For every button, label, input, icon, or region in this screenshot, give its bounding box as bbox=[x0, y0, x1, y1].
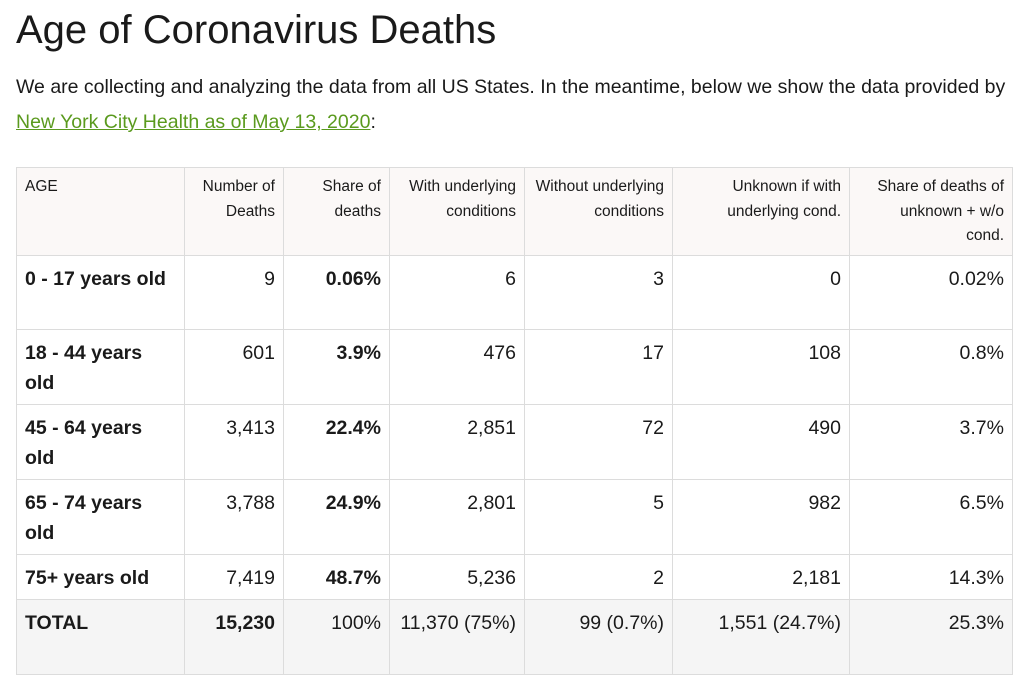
intro-colon: : bbox=[370, 111, 376, 133]
total-deaths-cell: 15,230 bbox=[184, 598, 284, 675]
total-label: TOTAL bbox=[16, 598, 185, 675]
total-with-conditions-cell: 11,370 (75%) bbox=[389, 598, 525, 675]
unknown-conditions-cell: 0 bbox=[672, 254, 850, 330]
with-conditions-cell: 5,236 bbox=[389, 553, 525, 600]
header-number-of-deaths: Number of Deaths bbox=[184, 167, 284, 256]
deaths-cell: 601 bbox=[184, 328, 284, 405]
share-cell: 3.9% bbox=[283, 328, 390, 405]
table-row: 45 - 64 years old 3,413 22.4% 2,851 72 4… bbox=[16, 403, 1013, 480]
table-row: 0 - 17 years old 9 0.06% 6 3 0 0.02% bbox=[16, 254, 1013, 330]
unknown-conditions-cell: 490 bbox=[672, 403, 850, 480]
total-unknown-conditions-cell: 1,551 (24.7%) bbox=[672, 598, 850, 675]
unknown-conditions-cell: 108 bbox=[672, 328, 850, 405]
without-conditions-cell: 5 bbox=[524, 478, 673, 555]
without-conditions-cell: 72 bbox=[524, 403, 673, 480]
share-cell: 0.06% bbox=[283, 254, 390, 330]
header-age: AGE bbox=[16, 167, 185, 256]
page-title: Age of Coronavirus Deaths bbox=[16, 8, 497, 52]
share-unknown-cell: 0.02% bbox=[849, 254, 1013, 330]
deaths-cell: 9 bbox=[184, 254, 284, 330]
share-unknown-cell: 14.3% bbox=[849, 553, 1013, 600]
header-with-conditions: With underlying conditions bbox=[389, 167, 525, 256]
total-row: TOTAL 15,230 100% 11,370 (75%) 99 (0.7%)… bbox=[16, 598, 1013, 675]
deaths-cell: 7,419 bbox=[184, 553, 284, 600]
header-unknown-conditions: Unknown if with underlying cond. bbox=[672, 167, 850, 256]
share-unknown-cell: 3.7% bbox=[849, 403, 1013, 480]
total-without-conditions-cell: 99 (0.7%) bbox=[524, 598, 673, 675]
share-cell: 24.9% bbox=[283, 478, 390, 555]
deaths-by-age-table: AGE Number of Deaths Share of deaths Wit… bbox=[16, 167, 1013, 675]
deaths-cell: 3,788 bbox=[184, 478, 284, 555]
age-cell: 65 - 74 years old bbox=[16, 478, 185, 555]
header-share-of-deaths: Share of deaths bbox=[283, 167, 390, 256]
table-row: 65 - 74 years old 3,788 24.9% 2,801 5 98… bbox=[16, 478, 1013, 555]
with-conditions-cell: 6 bbox=[389, 254, 525, 330]
total-share-cell: 100% bbox=[283, 598, 390, 675]
with-conditions-cell: 476 bbox=[389, 328, 525, 405]
age-cell: 45 - 64 years old bbox=[16, 403, 185, 480]
intro-paragraph: We are collecting and analyzing the data… bbox=[16, 70, 1006, 140]
table-row: 18 - 44 years old 601 3.9% 476 17 108 0.… bbox=[16, 328, 1013, 405]
header-share-unknown-without: Share of deaths of unknown + w/o cond. bbox=[849, 167, 1013, 256]
share-unknown-cell: 6.5% bbox=[849, 478, 1013, 555]
total-share-unknown-cell: 25.3% bbox=[849, 598, 1013, 675]
without-conditions-cell: 17 bbox=[524, 328, 673, 405]
share-unknown-cell: 0.8% bbox=[849, 328, 1013, 405]
nyc-health-link[interactable]: New York City Health as of May 13, 2020 bbox=[16, 111, 371, 133]
age-cell: 75+ years old bbox=[16, 553, 185, 600]
without-conditions-cell: 2 bbox=[524, 553, 673, 600]
with-conditions-cell: 2,851 bbox=[389, 403, 525, 480]
table-header-row: AGE Number of Deaths Share of deaths Wit… bbox=[16, 167, 1013, 256]
table-row: 75+ years old 7,419 48.7% 5,236 2 2,181 … bbox=[16, 553, 1013, 600]
intro-text: We are collecting and analyzing the data… bbox=[16, 76, 1006, 98]
share-cell: 22.4% bbox=[283, 403, 390, 480]
deaths-cell: 3,413 bbox=[184, 403, 284, 480]
share-cell: 48.7% bbox=[283, 553, 390, 600]
unknown-conditions-cell: 982 bbox=[672, 478, 850, 555]
age-cell: 18 - 44 years old bbox=[16, 328, 185, 405]
without-conditions-cell: 3 bbox=[524, 254, 673, 330]
age-cell: 0 - 17 years old bbox=[16, 254, 185, 330]
unknown-conditions-cell: 2,181 bbox=[672, 553, 850, 600]
header-without-conditions: Without underlying conditions bbox=[524, 167, 673, 256]
with-conditions-cell: 2,801 bbox=[389, 478, 525, 555]
